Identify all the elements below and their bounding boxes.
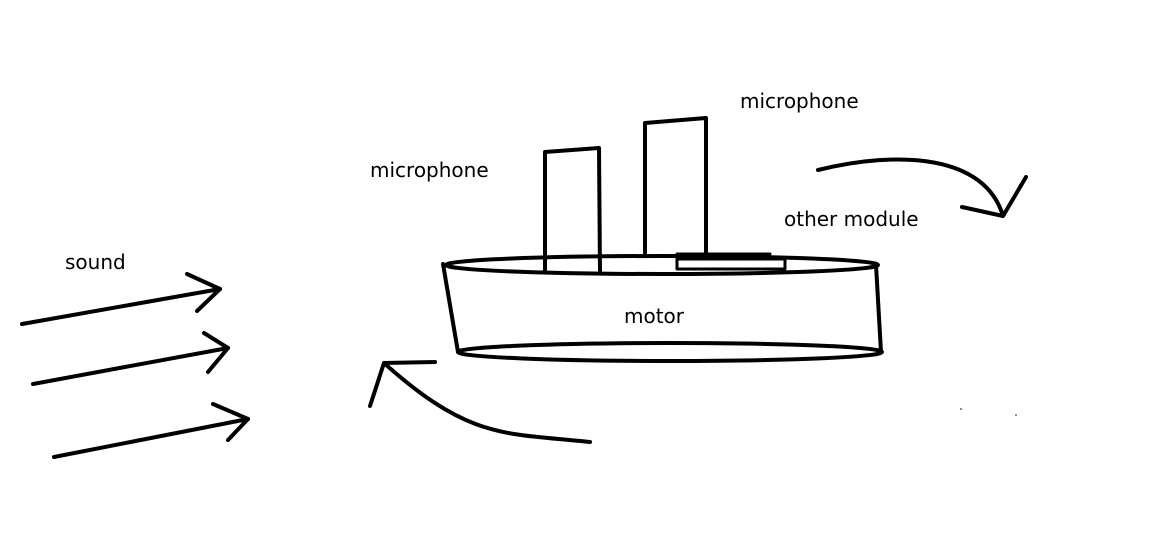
microphone-right-shape bbox=[643, 116, 708, 256]
microphone-right-label: microphone bbox=[740, 89, 859, 113]
sound-arrow-3 bbox=[52, 402, 250, 459]
microphone-left-label: microphone bbox=[370, 158, 489, 182]
sound-label: sound bbox=[65, 250, 126, 274]
motor-label: motor bbox=[624, 304, 685, 328]
sound-arrow-1 bbox=[20, 272, 222, 326]
motor-left-wall bbox=[441, 262, 460, 354]
other-module-shape bbox=[675, 252, 787, 271]
other-module-label: other module bbox=[784, 207, 919, 231]
motor-right-wall bbox=[874, 263, 883, 354]
sound-arrow-2 bbox=[31, 331, 230, 386]
rotation-arrow-right bbox=[816, 157, 1028, 218]
sound-arrows bbox=[20, 272, 250, 459]
motor-body bbox=[441, 254, 884, 363]
speck-1 bbox=[960, 408, 962, 410]
speck-2 bbox=[1015, 414, 1017, 416]
motor-top-rim bbox=[444, 254, 880, 276]
rotation-arrow-left bbox=[368, 360, 592, 444]
microphone-left-shape bbox=[543, 146, 602, 274]
motor-bottom-rim bbox=[456, 341, 884, 363]
